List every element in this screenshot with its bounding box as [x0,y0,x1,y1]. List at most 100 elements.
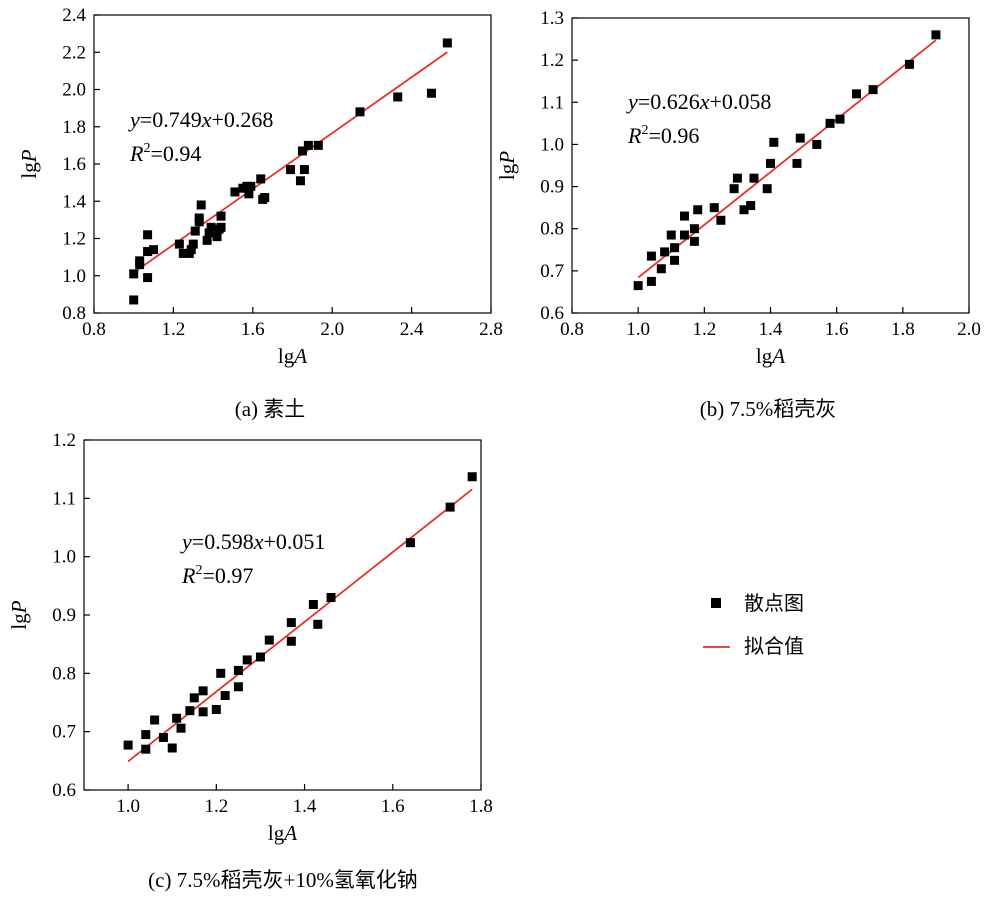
x-tick-label: 2.0 [320,319,344,340]
x-tick-label: 1.0 [626,319,650,340]
data-point [689,236,699,246]
data-point [739,205,749,215]
data-point [679,211,689,221]
data-point [762,184,772,194]
r-squared: R2=0.94 [129,141,201,166]
panel-caption: (c) 7.5%稻壳灰+10%氢氧化钠 [148,868,418,892]
data-point [426,88,436,98]
data-point [141,744,151,754]
data-point [295,176,305,186]
data-point [326,593,336,602]
data-point [220,691,230,700]
fit-equation: y=0.598x+0.051 [180,529,325,554]
data-point [143,247,153,257]
data-point [303,140,313,150]
legend-scatter-label: 散点图 [744,591,804,615]
y-tick-label: 1.0 [540,134,564,155]
y-tick-label: 0.9 [52,605,76,626]
data-point [186,245,196,255]
y-tick-label: 2.2 [62,42,86,63]
data-point [393,92,403,102]
data-point [286,618,296,628]
data-point [286,636,296,646]
y-tick-label: 0.7 [540,261,564,282]
y-axis-label: lgP [495,151,519,180]
data-point [255,652,265,662]
data-point [729,184,739,194]
data-point [792,158,802,168]
data-point [135,256,145,266]
data-point [297,146,307,156]
data-point [198,686,208,696]
data-point [196,200,206,210]
data-point [670,255,680,265]
legend: 散点图 拟合值 [703,591,804,658]
x-tick-label: 1.2 [162,319,186,340]
data-point [230,187,240,197]
data-point [185,706,195,716]
y-tick-label: 1.0 [52,547,76,568]
data-point [216,668,226,678]
fit-line [637,39,937,279]
data-point [206,222,216,232]
x-tick-label: 1.0 [116,796,140,817]
legend-fit-label: 拟合值 [744,634,804,658]
data-point [689,224,699,234]
y-tick-label: 1.2 [62,229,86,250]
y-tick-label: 1.1 [52,488,76,509]
data-point [646,276,656,286]
data-point [188,239,198,249]
data-point [264,635,274,645]
data-point [260,193,270,203]
data-point [656,264,666,274]
panel-caption: (b) 7.5%稻壳灰 [700,397,836,421]
data-point [150,715,160,725]
legend-scatter-marker [711,598,721,608]
data-point [749,173,759,183]
data-point [246,181,256,191]
y-tick-label: 0.7 [52,722,76,743]
data-point [746,201,756,211]
data-point [769,137,779,147]
x-tick-label: 1.4 [293,796,317,817]
y-tick-label: 1.2 [52,430,76,451]
data-point [176,723,186,733]
data-point [679,230,689,240]
x-tick-label: 1.8 [891,319,915,340]
fit-line [127,488,473,763]
data-point [355,107,365,117]
r-squared: R2=0.97 [181,563,253,588]
data-point [931,30,941,40]
data-point [445,502,455,512]
data-point [172,713,182,723]
data-point [660,247,670,257]
y-tick-label: 1.4 [62,191,86,212]
r-squared: R2=0.96 [627,123,699,148]
data-point [216,222,226,232]
x-tick-label: 1.2 [692,319,716,340]
data-point [852,89,862,99]
data-point [123,740,133,750]
x-tick-label: 1.6 [381,796,405,817]
y-tick-label: 0.8 [52,663,76,684]
data-point [233,665,243,675]
data-point [299,165,309,175]
x-tick-label: 2.4 [400,319,424,340]
data-point [189,693,199,703]
data-point [141,730,151,740]
data-point [256,174,266,184]
data-point [194,213,204,223]
panel-caption: (a) 素土 [235,397,306,421]
data-point [212,232,222,242]
y-axis-label: lgP [7,600,31,629]
x-tick-label: 2.8 [479,319,503,340]
x-tick-label: 2.0 [957,319,981,340]
data-point [693,205,703,215]
fit-equation: y=0.749x+0.268 [128,107,273,132]
x-tick-label: 0.8 [560,319,584,340]
data-point [216,211,226,221]
data-point [167,743,177,753]
x-axis-label: lgA [278,344,307,368]
x-axis-label: lgA [756,344,785,368]
x-tick-label: 1.6 [241,319,265,340]
